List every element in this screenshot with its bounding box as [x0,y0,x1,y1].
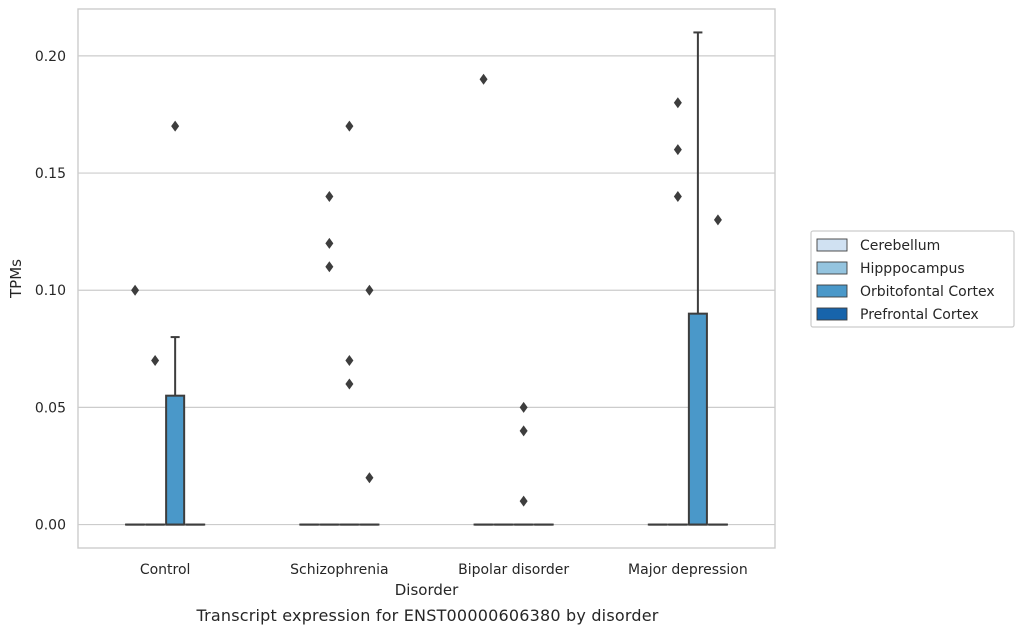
y-tick-label: 0.15 [35,166,66,182]
legend-label: Cerebellum [860,238,940,254]
y-tick-label: 0.05 [35,400,66,416]
y-tick-label: 0.10 [35,283,66,299]
legend-swatch [817,285,847,297]
figure-caption: Transcript expression for ENST0000060638… [0,606,855,625]
y-tick-label: 0.00 [35,518,66,534]
y-axis-label: TPMs [7,259,25,299]
box-body [166,396,184,525]
legend-label: Hipppocampus [860,261,965,277]
box-body [689,314,707,525]
y-tick-label: 0.20 [35,49,66,65]
legend-swatch [817,239,847,251]
x-axis-label: Disorder [395,581,459,599]
x-tick-label: Major depression [628,562,748,578]
x-tick-label: Bipolar disorder [458,562,569,578]
legend-label: Orbitofontal Cortex [860,284,995,300]
x-tick-label: Schizophrenia [290,562,388,578]
legend-swatch [817,262,847,274]
legend-swatch [817,308,847,320]
legend-label: Prefrontal Cortex [860,307,979,323]
x-tick-label: Control [140,562,191,578]
